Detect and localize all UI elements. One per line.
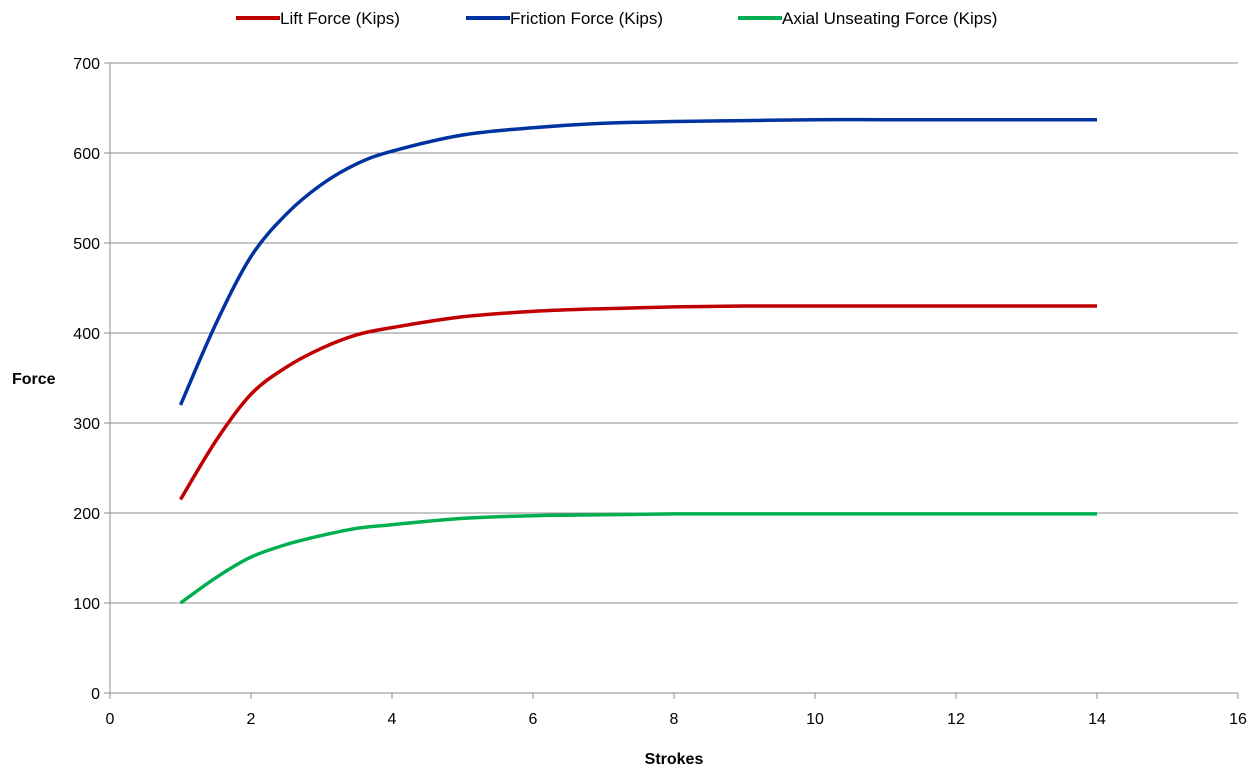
axes: 0 100 200 300 400 500 600 700 0 2 4 6 8 10 12 14 16: [73, 56, 1247, 728]
gridlines: [110, 62, 1238, 604]
x-tick-label: 10: [806, 711, 824, 728]
y-tick-label: 0: [91, 686, 100, 703]
x-tick-label: 14: [1088, 711, 1106, 728]
x-tick-label: 8: [670, 711, 679, 728]
legend-label: Axial Unseating Force (Kips): [782, 9, 997, 28]
y-tick-label: 600: [73, 146, 100, 163]
series-line-2: [178, 117, 1097, 406]
legend-label: Friction Force (Kips): [510, 9, 663, 28]
legend: Lift Force (Kips) Friction Force (Kips) Ax…: [236, 9, 997, 28]
x-tick-label: 0: [106, 711, 115, 728]
y-tick-label: 200: [73, 506, 100, 523]
y-tick-label: 100: [73, 596, 100, 613]
y-tick-label: 400: [73, 326, 100, 343]
y-tick-label: 300: [73, 416, 100, 433]
x-axis-title: Strokes: [645, 751, 704, 768]
y-tick-label: 700: [73, 56, 100, 73]
x-tick-label: 16: [1229, 711, 1247, 728]
series-line-1: [179, 304, 1097, 501]
series-layer: [178, 117, 1097, 605]
legend-item-1: Lift Force (Kips): [236, 9, 400, 28]
x-tick-label: 4: [388, 711, 397, 728]
legend-item-2: Friction Force (Kips): [466, 9, 663, 28]
x-tick-label: 12: [947, 711, 965, 728]
x-tick-label: 6: [529, 711, 538, 728]
x-tick-label: 2: [247, 711, 256, 728]
legend-item-3: Axial Unseating Force (Kips): [738, 9, 997, 28]
y-tick-label: 500: [73, 236, 100, 253]
legend-label: Lift Force (Kips): [280, 9, 400, 28]
y-axis-title: Force: [12, 371, 56, 388]
series-line-3: [179, 512, 1097, 605]
